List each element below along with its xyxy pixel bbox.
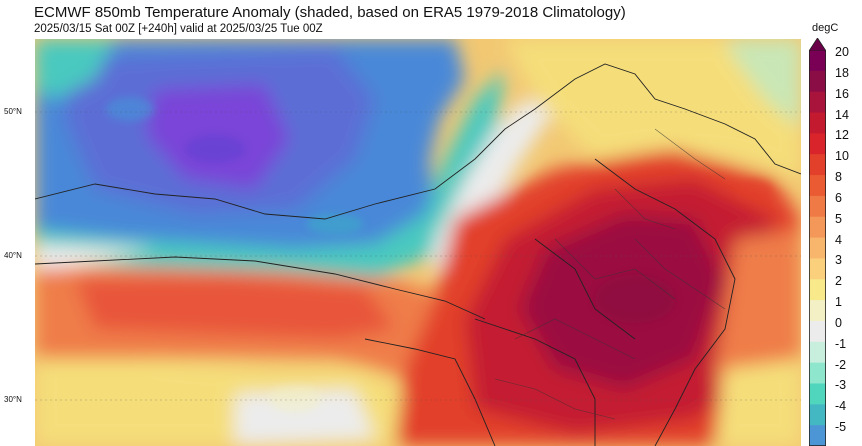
colorbar-segment [809,154,826,176]
map-subtitle: 2025/03/15 Sat 00Z [+240h] valid at 2025… [34,23,323,35]
colorbar-segment [809,341,826,364]
colorbar-tick-label: -4 [835,399,847,414]
anomaly-field-shading [35,39,801,446]
map-canvas [35,39,801,446]
colorbar-tick-label: 8 [835,170,842,185]
colorbar-segment [809,425,826,446]
colorbar-tick-label: -5 [835,420,847,435]
anomaly-field-texture [106,97,773,413]
colorbar-segment [809,195,826,218]
colorbar-segment [809,383,826,405]
colorbar-segment [809,91,826,114]
colorbar-tick-label: 16 [835,86,849,101]
colorbar-tick-label: 1 [835,295,842,310]
lat-label-40n: 40°N [4,251,22,260]
colorbar-tick-label: 10 [835,149,849,164]
colorbar-tick-label: 6 [835,190,842,205]
colorbar-segment [809,404,826,426]
temperature-anomaly-map [35,39,801,446]
colorbar-tick-label: 3 [835,253,842,268]
colorbar-tick-label: -1 [835,336,847,351]
colorbar-segment [809,320,826,343]
colorbar-tick-label: 2 [835,274,842,289]
country-borders [35,63,801,446]
colorbar-tick-label: 12 [835,128,849,143]
colorbar-segment [809,279,826,301]
lat-label-30n: 30°N [4,395,22,404]
colorbar-segment [809,133,826,155]
colorbar-segment [809,258,826,280]
colorbar-tick-label: 5 [835,211,842,226]
colorbar-tick-label: -3 [835,378,847,393]
colorbar-tick-label: 4 [835,232,842,247]
colorbar-segment [809,112,826,134]
colorbar-tick-label: 18 [835,65,849,80]
colorbar-segment [809,300,826,322]
colorbar-segment [809,175,826,197]
colorbar-tick-label: 20 [835,45,849,59]
map-title: ECMWF 850mb Temperature Anomaly (shaded,… [34,4,626,21]
colorbar-tick-label: 0 [835,315,842,330]
colorbar-tick-label: -2 [835,357,847,372]
colorbar-arrow [809,38,826,51]
colorbar-segment [809,50,826,72]
colorbar [809,50,826,446]
province-borders [494,128,726,420]
colorbar-segment [809,216,826,239]
colorbar-segment [809,237,826,259]
colorbar-segment [809,70,826,93]
lat-label-50n: 50°N [4,107,22,116]
colorbar-unit: degC [812,22,839,34]
colorbar-tick-label: 14 [835,107,849,122]
colorbar-segment [809,362,826,384]
